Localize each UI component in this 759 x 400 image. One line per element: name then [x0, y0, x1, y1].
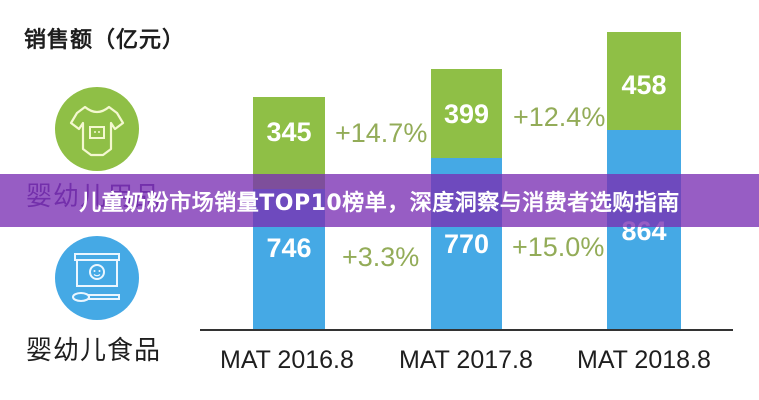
bar-segment-apparel: 458	[607, 32, 681, 130]
x-tick-label: MAT 2017.8	[399, 346, 533, 374]
onesie-icon	[55, 87, 139, 171]
headline-banner: 儿童奶粉市场销量TOP10榜单，深度洞察与消费者选购指南	[0, 174, 759, 227]
baby-food-bowl-icon	[55, 236, 139, 320]
growth-label-food-2018: +15.0%	[512, 232, 605, 262]
x-tick-label: MAT 2016.8	[220, 346, 354, 374]
legend-label-food: 婴幼儿食品	[26, 336, 162, 366]
chart-title: 销售额（亿元）	[24, 28, 186, 53]
bar-segment-apparel: 399	[431, 69, 502, 158]
bar-segment-food: 864	[607, 130, 681, 330]
x-axis-line	[200, 329, 733, 331]
bar-value-label: 345	[266, 117, 312, 147]
bar-value-label: 746	[266, 233, 312, 263]
growth-label-food-2017: +3.3%	[342, 242, 420, 272]
bar-segment-apparel: 345	[253, 97, 325, 189]
growth-label-apparel-2018: +12.4%	[513, 102, 606, 132]
bar-mat-2018: 458 864	[607, 32, 681, 330]
bar-value-label: 399	[443, 99, 490, 129]
bar-value-label: 458	[621, 70, 667, 100]
headline-text: 儿童奶粉市场销量TOP10榜单，深度洞察与消费者选购指南	[79, 190, 680, 216]
growth-label-apparel-2017: +14.7%	[335, 118, 428, 148]
bar-value-label: 770	[443, 229, 490, 259]
x-tick-label: MAT 2018.8	[577, 346, 711, 374]
